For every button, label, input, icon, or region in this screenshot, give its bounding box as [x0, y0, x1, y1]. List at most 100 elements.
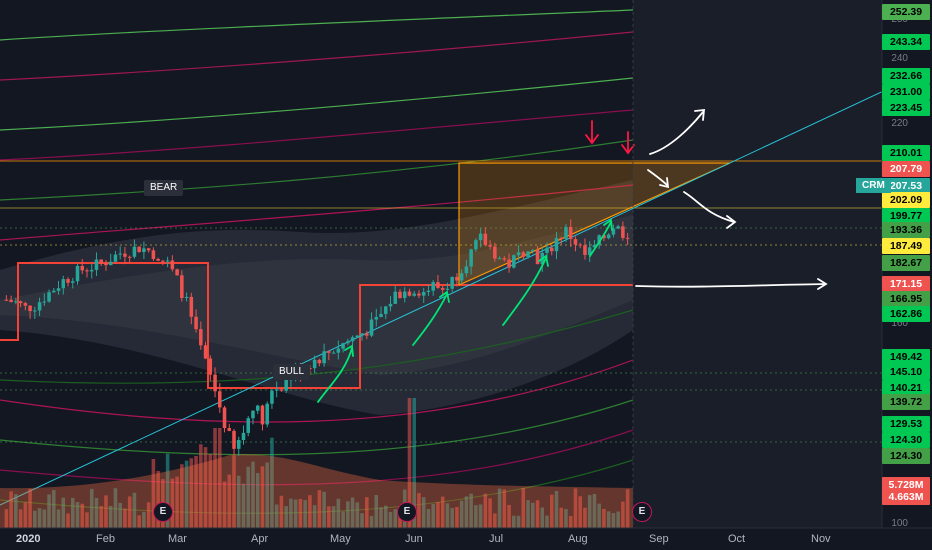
- volume-bar: [108, 505, 113, 528]
- price-label: 231.00: [882, 84, 930, 100]
- y-tick-240: 240: [891, 53, 908, 64]
- candle-body: [75, 265, 80, 282]
- volume-bar: [502, 489, 507, 528]
- candle-body: [222, 407, 227, 429]
- candle-body: [255, 405, 260, 411]
- volume-bar: [199, 444, 203, 528]
- candle-body: [512, 255, 516, 268]
- earnings-marker-1[interactable]: E: [153, 502, 173, 522]
- x-tick-mar: Mar: [168, 533, 187, 545]
- price-label: 124.30: [882, 432, 930, 448]
- bull-annotation: BULL: [273, 364, 311, 380]
- candle-body: [549, 247, 554, 252]
- candle-body: [199, 329, 203, 346]
- candle-body: [564, 226, 568, 239]
- volume-bar: [94, 498, 99, 528]
- volume-bar: [42, 509, 47, 528]
- volume-bar: [279, 495, 284, 528]
- candle-body: [33, 310, 37, 312]
- volume-bar: [531, 502, 535, 528]
- volume-bar: [123, 508, 127, 528]
- candle-body: [108, 261, 113, 266]
- candle-body: [374, 317, 379, 320]
- volume-bar: [142, 511, 146, 528]
- range-boxes: [0, 262, 633, 389]
- envelope-band-inner: [0, 215, 633, 375]
- candle-body: [156, 258, 160, 261]
- candle-body: [80, 265, 85, 271]
- volume-bar: [66, 513, 70, 528]
- x-tick-oct: Oct: [728, 533, 746, 545]
- candle-body: [227, 428, 232, 431]
- earnings-marker-3[interactable]: E: [632, 502, 652, 522]
- candle-body: [241, 432, 246, 441]
- candle-body: [554, 238, 559, 252]
- candle-body: [28, 305, 32, 312]
- symbol-tag: CRM: [856, 178, 891, 193]
- volume-bar: [440, 496, 445, 528]
- volume-bar: [426, 508, 431, 528]
- candle-body: [208, 358, 213, 375]
- volume-bar: [146, 502, 151, 528]
- volume-bar: [583, 507, 587, 528]
- volume-bar: [602, 508, 606, 528]
- candle-body: [398, 291, 402, 299]
- candle-body: [70, 281, 75, 283]
- candle-body: [578, 244, 582, 246]
- candle-body: [459, 273, 464, 281]
- volume-bar: [189, 458, 194, 528]
- price-label: 202.09: [882, 192, 930, 208]
- price-label: 210.01: [882, 145, 930, 161]
- future-zone: [633, 0, 882, 528]
- candle-body: [407, 291, 412, 296]
- candle-body: [327, 351, 331, 353]
- candle-body: [127, 256, 132, 258]
- candle-body: [412, 293, 416, 296]
- volume-bar: [23, 502, 28, 528]
- candle-body: [4, 299, 9, 301]
- volume-bar: [255, 473, 260, 528]
- volume-bar: [213, 428, 217, 528]
- x-tick-feb: Feb: [96, 533, 115, 545]
- volume-bar: [464, 496, 469, 528]
- volume-bar: [85, 512, 89, 528]
- candlesticks: [4, 219, 630, 456]
- price-label: 187.49: [882, 238, 930, 254]
- candle-body: [379, 313, 383, 318]
- candle-body: [592, 244, 597, 248]
- volume-bar: [80, 503, 85, 528]
- candle-body: [232, 430, 236, 449]
- candle-body: [369, 319, 374, 336]
- price-label: 207.79: [882, 161, 930, 177]
- earnings-marker-2[interactable]: E: [397, 502, 417, 522]
- volume-bar: [379, 507, 383, 528]
- candle-body: [621, 226, 625, 238]
- volume-bar: [104, 495, 108, 528]
- candle-body: [483, 233, 488, 245]
- triangle-outline: [458, 162, 730, 285]
- candle-body: [89, 269, 94, 272]
- volume-bar: [374, 494, 379, 528]
- candle-body: [360, 333, 364, 336]
- candle-body: [606, 234, 611, 239]
- candle-body: [535, 250, 540, 265]
- volume-bar: [246, 466, 251, 528]
- candle-body: [218, 391, 222, 408]
- volume-bar: [469, 493, 473, 528]
- volume-bar: [180, 464, 184, 528]
- volume-bar: [521, 488, 526, 528]
- triangle-support: [458, 162, 731, 286]
- candle-body: [573, 239, 578, 245]
- volume-bar: [236, 475, 241, 528]
- candle-body: [436, 282, 440, 288]
- candle-body: [265, 403, 269, 425]
- volume-bar: [265, 462, 269, 528]
- candle-body: [312, 359, 317, 369]
- candle-body: [383, 306, 388, 314]
- price-label: 166.95: [882, 291, 930, 307]
- candle-body: [47, 292, 51, 302]
- volume-bar: [455, 507, 459, 528]
- volume-bars: [4, 398, 630, 528]
- volume-bar: [436, 502, 440, 528]
